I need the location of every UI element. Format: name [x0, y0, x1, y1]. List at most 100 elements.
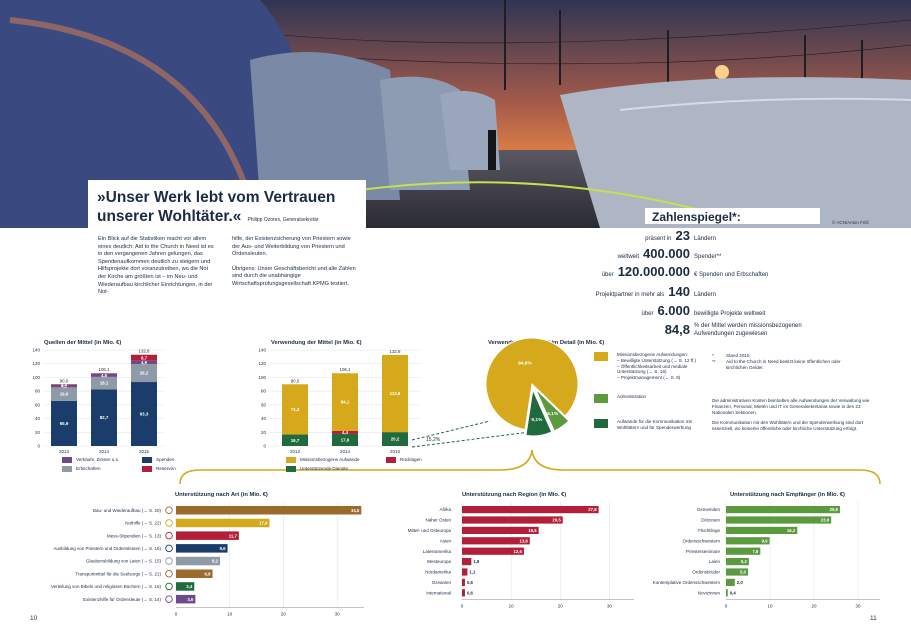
book-icon: [165, 544, 173, 553]
row-label: Glaubensbildung von Laien (→ S. 15): [86, 559, 162, 564]
legend-item: Unterstützende Dienste: [286, 466, 386, 472]
legend-item: Verkäufe, Zinsen u.s.: [62, 457, 142, 463]
side-notes: Die administrativen Kosten beinhalten al…: [712, 398, 882, 432]
x-tick-label: 0: [175, 612, 178, 617]
bar: [726, 516, 832, 524]
house-icon: [165, 506, 173, 515]
row-label: Nordamerika: [425, 570, 451, 575]
bar: [176, 556, 221, 566]
y-tick-label: 140: [32, 348, 40, 353]
row-label: International: [426, 590, 451, 595]
zs-suffix: Ländern: [694, 236, 717, 242]
y-tick-label: 20: [35, 430, 41, 435]
swatch-icon: [142, 466, 152, 472]
data-label: 12,6: [514, 549, 523, 554]
zahlenspiegel-row: Projektpartner in mehr als 140 Ländern: [596, 284, 716, 299]
bar-segment: [131, 360, 157, 365]
page-number-left: 10: [30, 615, 38, 622]
row-label: Mess-Stipendien (→ S. 13): [107, 533, 162, 538]
car-icon: [165, 570, 173, 578]
y-tick-label: 80: [35, 389, 41, 394]
x-tick-label: 0: [461, 604, 464, 609]
zs-number: 120.000.000: [617, 264, 690, 279]
zs-suffix: € Spenden und Erbschaften: [694, 272, 769, 278]
side-note-admin: Die administrativen Kosten beinhalten al…: [712, 398, 870, 415]
bar: [462, 526, 539, 534]
swatch-icon: [594, 393, 608, 403]
bar: [462, 578, 465, 586]
bar: [176, 594, 196, 604]
x-tick-label: 2013: [290, 449, 301, 454]
page-number-right: 11: [870, 615, 877, 622]
row-label: Ausbildung von Priestern und Ordensleute…: [53, 546, 161, 551]
total-label: 132,8: [390, 349, 402, 354]
swatch-icon: [62, 457, 72, 463]
row-label: Nothilfe (→ S. 22): [125, 521, 161, 526]
bar-segment: [332, 430, 358, 434]
data-label: 0,6: [467, 590, 474, 595]
data-label: 93,3: [140, 412, 149, 417]
data-label: 0,4: [730, 590, 737, 595]
zahlenspiegel-row: weltweit 400.000 Spender**: [618, 246, 722, 261]
data-label: 13,8: [519, 538, 528, 543]
y-tick-label: 100: [32, 375, 40, 380]
data-label: 19,6: [60, 392, 69, 397]
x-tick-label: 2015: [390, 449, 401, 454]
row-label: Novizinnen: [698, 590, 721, 595]
legend-sources: Verkäufe, Zinsen u.s. Spenden Erbschafte…: [62, 457, 242, 472]
legend-item: Missionsbezogene Aufwände: [286, 457, 386, 463]
data-label: 17,4: [259, 521, 268, 526]
data-label: 8,7: [141, 355, 148, 360]
bar-segment: [332, 433, 358, 446]
chalice-icon: [165, 531, 173, 540]
x-tick-label: 2014: [340, 449, 351, 454]
row-label: Priesterseminare: [686, 549, 721, 554]
bar: [176, 544, 228, 553]
bar: [462, 589, 465, 597]
data-label: 3,4: [186, 584, 193, 589]
side-note-communication: Die Kommunikation mit den Wohltätern und…: [712, 420, 864, 431]
data-label: 82,7: [100, 415, 109, 420]
connector-line: [411, 420, 491, 441]
footnote: * Stand 2015.: [712, 353, 751, 358]
zs-number: 6.000: [657, 303, 690, 318]
x-tick-label: 10: [509, 604, 515, 609]
data-label: 4,9: [141, 360, 148, 365]
zs-number: 400.000: [643, 246, 690, 261]
row-label: Existenzhilfe für Ordensleute (→ S. 14): [83, 597, 162, 602]
total-label: 132,8: [139, 349, 151, 354]
person-icon: [165, 557, 173, 565]
data-label: 4,1: [61, 384, 68, 389]
bar: [726, 558, 749, 566]
nun-icon: [165, 595, 173, 603]
data-label: 3,6: [187, 597, 194, 602]
zs-suffix: bewilligte Projekte weltweit: [694, 311, 766, 317]
total-label: 90,0: [291, 378, 300, 383]
bar: [176, 506, 362, 515]
row-label: Bau- und Wiederaufbau (→ S. 20): [93, 508, 162, 513]
x-tick-label: 2014: [99, 449, 110, 454]
bar: [726, 568, 748, 576]
legend-item: Administration: [594, 393, 709, 403]
intro-paragraph-2: Übrigens: Unser Geschäftsbericht und all…: [232, 265, 356, 287]
quote-box: [88, 180, 366, 228]
swatch-icon: [386, 457, 396, 463]
data-label: 4,5: [101, 373, 108, 378]
zs-number: 23: [675, 228, 690, 243]
y-tick-label: 40: [261, 416, 267, 421]
row-label: Lateinamerika: [423, 549, 452, 554]
swatch-icon: [594, 418, 608, 428]
zs-number: 140: [668, 284, 690, 299]
quote-text: »Unser Werk lebt vom Vertrauen unserer W…: [97, 189, 336, 225]
zs-prefix: präsent in: [645, 236, 672, 242]
row-label: Ordensschwestern: [682, 538, 720, 543]
chart-title: Unterstützung nach Art (in Mio. €): [175, 492, 268, 498]
bar: [462, 568, 468, 576]
bar-segment: [91, 389, 117, 446]
data-label: 34,5: [351, 508, 360, 513]
zs-suffix: Ländern: [694, 292, 717, 298]
footnotes: * Stand 2015. ** Aid to the Church in Need…: [712, 353, 842, 371]
data-label: 16,7: [291, 438, 300, 443]
brace-line: [179, 449, 881, 485]
